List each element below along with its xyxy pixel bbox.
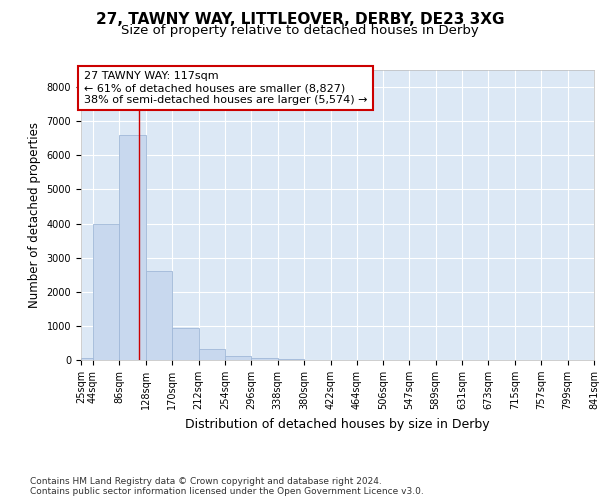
Bar — [278, 358, 304, 360]
Bar — [146, 272, 172, 360]
Bar — [93, 224, 119, 360]
Bar — [225, 356, 251, 360]
X-axis label: Distribution of detached houses by size in Derby: Distribution of detached houses by size … — [185, 418, 490, 430]
Text: 27 TAWNY WAY: 117sqm
← 61% of detached houses are smaller (8,827)
38% of semi-de: 27 TAWNY WAY: 117sqm ← 61% of detached h… — [83, 72, 367, 104]
Text: Contains public sector information licensed under the Open Government Licence v3: Contains public sector information licen… — [30, 486, 424, 496]
Bar — [119, 135, 146, 360]
Bar — [251, 358, 278, 360]
Y-axis label: Number of detached properties: Number of detached properties — [28, 122, 41, 308]
Text: Size of property relative to detached houses in Derby: Size of property relative to detached ho… — [121, 24, 479, 37]
Text: Contains HM Land Registry data © Crown copyright and database right 2024.: Contains HM Land Registry data © Crown c… — [30, 476, 382, 486]
Text: 27, TAWNY WAY, LITTLEOVER, DERBY, DE23 3XG: 27, TAWNY WAY, LITTLEOVER, DERBY, DE23 3… — [96, 12, 504, 28]
Bar — [81, 358, 93, 360]
Bar — [199, 348, 225, 360]
Bar — [172, 328, 199, 360]
